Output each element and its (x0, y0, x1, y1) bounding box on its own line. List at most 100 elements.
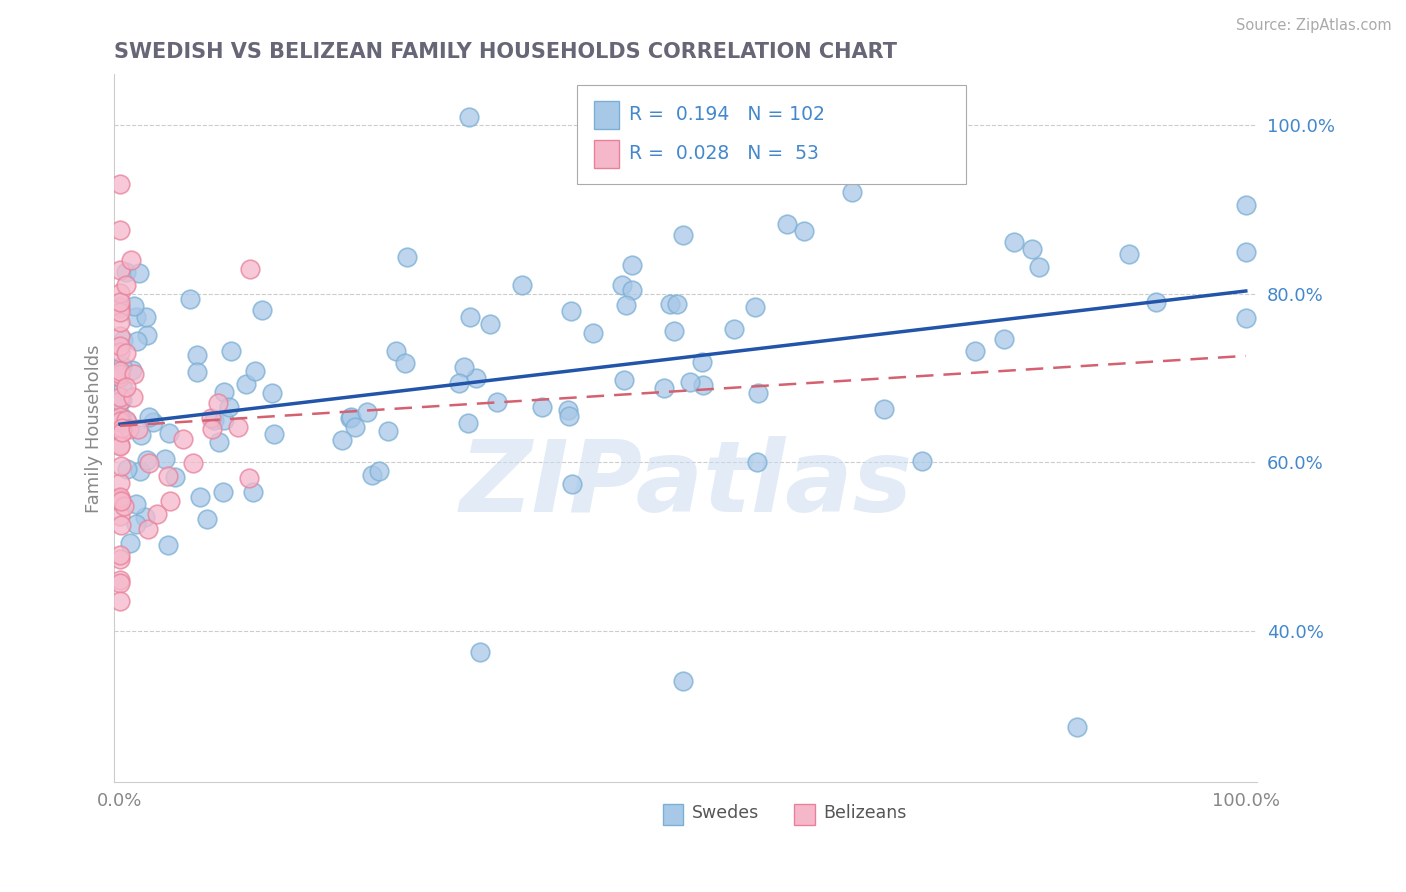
Text: Source: ZipAtlas.com: Source: ZipAtlas.com (1236, 18, 1392, 33)
Text: ZIPatlas: ZIPatlas (460, 436, 912, 533)
Point (343, 420, 366, 434)
Point (124, 497, 146, 511)
Point (108, 439, 131, 453)
Point (486, 395, 509, 409)
Point (115, 413, 138, 427)
Point (212, 413, 235, 427)
Y-axis label: Family Households: Family Households (86, 344, 103, 513)
Point (447, 376, 470, 391)
Point (377, 424, 399, 438)
Point (108, 315, 131, 329)
Point (457, 416, 479, 430)
Point (560, 303, 582, 318)
Point (202, 412, 225, 426)
Point (1066, 721, 1088, 735)
Point (142, 415, 165, 429)
Point (108, 329, 131, 343)
Text: SWEDISH VS BELIZEAN FAMILY HOUSEHOLDS CORRELATION CHART: SWEDISH VS BELIZEAN FAMILY HOUSEHOLDS CO… (114, 42, 897, 62)
Point (330, 434, 353, 448)
Point (201, 422, 224, 436)
Point (512, 277, 534, 292)
Point (218, 400, 240, 414)
Point (747, 455, 769, 469)
Point (125, 334, 148, 349)
Point (613, 373, 636, 387)
Point (146, 508, 169, 522)
Point (1234, 198, 1257, 212)
Point (776, 218, 799, 232)
Point (108, 415, 131, 429)
Point (1144, 295, 1167, 310)
Point (129, 427, 152, 442)
Point (159, 494, 181, 508)
Point (1021, 242, 1043, 256)
Point (614, 298, 637, 312)
Point (242, 485, 264, 500)
Point (219, 343, 242, 358)
Point (138, 456, 160, 470)
Point (121, 363, 143, 377)
Point (111, 425, 134, 440)
Point (115, 346, 138, 360)
Point (128, 267, 150, 281)
Point (557, 403, 579, 417)
Point (1234, 245, 1257, 260)
Point (108, 574, 131, 588)
Point (108, 475, 131, 490)
Point (470, 645, 492, 659)
Point (122, 390, 145, 404)
Point (238, 471, 260, 485)
Point (108, 299, 131, 313)
Point (692, 377, 714, 392)
Point (136, 327, 159, 342)
Point (243, 364, 266, 378)
Point (911, 454, 934, 468)
Point (108, 370, 131, 384)
Point (385, 343, 408, 358)
Point (557, 409, 579, 423)
Point (582, 326, 605, 341)
Point (395, 250, 418, 264)
Point (263, 427, 285, 442)
Point (165, 469, 187, 483)
Point (120, 252, 142, 267)
Point (138, 410, 160, 425)
Point (157, 537, 180, 551)
Point (747, 385, 769, 400)
Point (873, 402, 896, 417)
Point (108, 390, 131, 404)
Point (108, 414, 131, 428)
Point (793, 224, 815, 238)
Point (111, 392, 134, 407)
Point (235, 376, 257, 391)
Point (134, 510, 156, 524)
Point (118, 422, 141, 436)
Point (361, 468, 384, 483)
Point (136, 522, 159, 536)
Point (135, 310, 157, 324)
Point (111, 359, 134, 374)
Point (129, 464, 152, 478)
Point (110, 548, 132, 562)
Point (1028, 260, 1050, 274)
Point (356, 405, 378, 419)
Point (110, 517, 132, 532)
Point (214, 384, 236, 399)
Point (108, 285, 131, 300)
FancyBboxPatch shape (794, 804, 815, 825)
Point (200, 410, 222, 425)
Point (1234, 311, 1257, 326)
Point (690, 355, 713, 369)
Point (664, 324, 686, 338)
Point (108, 295, 131, 310)
Point (125, 310, 148, 325)
FancyBboxPatch shape (662, 804, 683, 825)
Point (672, 674, 695, 689)
Point (531, 401, 554, 415)
Point (394, 356, 416, 370)
Point (186, 365, 208, 379)
Point (207, 396, 229, 410)
Text: R =  0.194   N = 102: R = 0.194 N = 102 (628, 105, 824, 124)
Point (172, 432, 194, 446)
Point (458, 310, 481, 324)
